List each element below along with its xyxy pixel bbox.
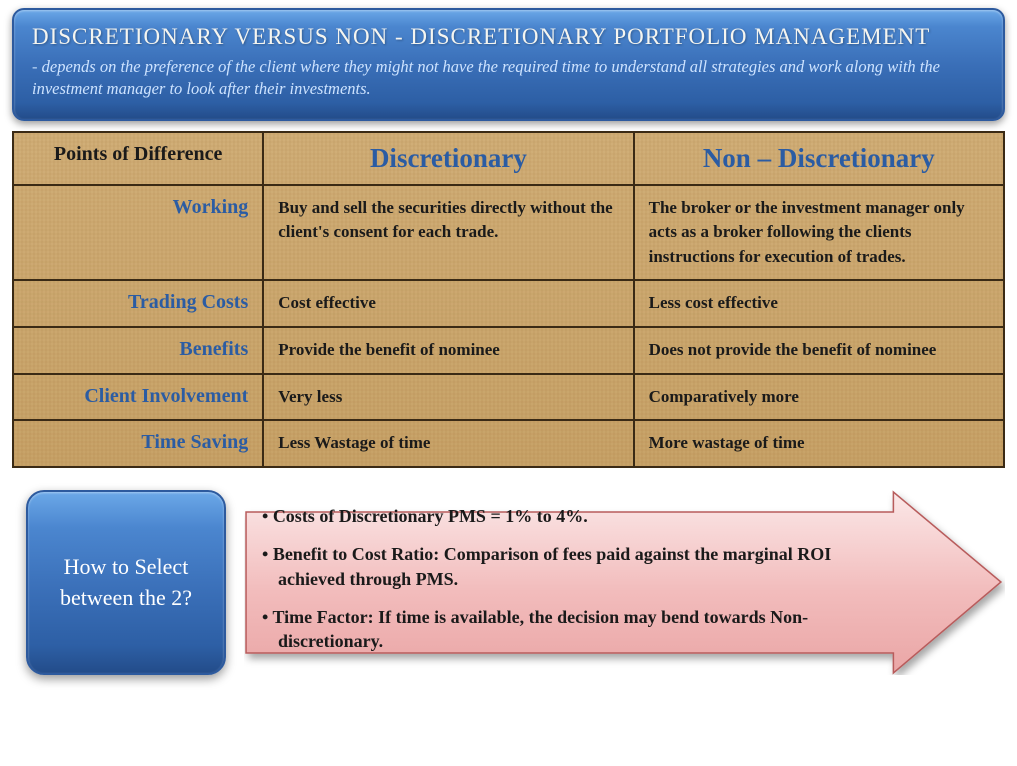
table-header-row: Points of Difference Discretionary Non –…: [13, 132, 1004, 185]
arrow-bullet: • Benefit to Cost Ratio: Comparison of f…: [262, 542, 885, 591]
select-box: How to Select between the 2?: [26, 490, 226, 675]
table-body: Working Buy and sell the securities dire…: [13, 185, 1004, 467]
table-row: Benefits Provide the benefit of nominee …: [13, 327, 1004, 374]
table-row: Client Involvement Very less Comparative…: [13, 374, 1004, 421]
cell-disc: Less Wastage of time: [263, 420, 633, 467]
arrow-bullet: • Time Factor: If time is available, the…: [262, 605, 885, 654]
cell-disc: Cost effective: [263, 280, 633, 327]
row-label: Client Involvement: [13, 374, 263, 421]
row-label: Time Saving: [13, 420, 263, 467]
cell-disc: Provide the benefit of nominee: [263, 327, 633, 374]
col-header-non-discretionary: Non – Discretionary: [634, 132, 1004, 185]
comparison-table: Points of Difference Discretionary Non –…: [12, 131, 1005, 468]
cell-disc: Very less: [263, 374, 633, 421]
bottom-row: How to Select between the 2? • Costs of …: [26, 490, 1005, 675]
col-header-points: Points of Difference: [13, 132, 263, 185]
cell-nondisc: Less cost effective: [634, 280, 1004, 327]
header-title: DISCRETIONARY VERSUS NON - DISCRETIONARY…: [32, 24, 985, 50]
cell-nondisc: Comparatively more: [634, 374, 1004, 421]
col-header-discretionary: Discretionary: [263, 132, 633, 185]
arrow-callout: • Costs of Discretionary PMS = 1% to 4%.…: [244, 490, 1005, 675]
arrow-bullet: • Costs of Discretionary PMS = 1% to 4%.: [262, 504, 885, 528]
header-banner: DISCRETIONARY VERSUS NON - DISCRETIONARY…: [12, 8, 1005, 121]
cell-nondisc: Does not provide the benefit of nominee: [634, 327, 1004, 374]
header-subtitle: - depends on the preference of the clien…: [32, 56, 985, 101]
cell-nondisc: More wastage of time: [634, 420, 1004, 467]
row-label: Working: [13, 185, 263, 281]
cell-nondisc: The broker or the investment manager onl…: [634, 185, 1004, 281]
row-label: Trading Costs: [13, 280, 263, 327]
row-label: Benefits: [13, 327, 263, 374]
table-row: Trading Costs Cost effective Less cost e…: [13, 280, 1004, 327]
table-row: Working Buy and sell the securities dire…: [13, 185, 1004, 281]
cell-disc: Buy and sell the securities directly wit…: [263, 185, 633, 281]
table-row: Time Saving Less Wastage of time More wa…: [13, 420, 1004, 467]
arrow-content: • Costs of Discretionary PMS = 1% to 4%.…: [262, 504, 885, 661]
select-box-text: How to Select between the 2?: [40, 552, 212, 614]
